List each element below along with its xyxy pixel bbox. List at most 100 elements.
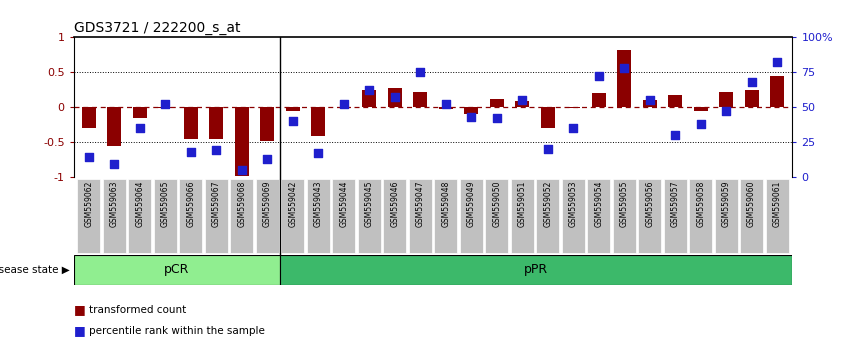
Point <box>210 148 223 153</box>
FancyBboxPatch shape <box>280 255 792 285</box>
Text: GSM559056: GSM559056 <box>645 181 654 227</box>
Text: GSM559049: GSM559049 <box>467 181 475 227</box>
FancyBboxPatch shape <box>128 178 152 253</box>
Text: GSM559065: GSM559065 <box>161 181 170 227</box>
Bar <box>540 107 555 128</box>
Bar <box>413 92 427 107</box>
FancyBboxPatch shape <box>358 178 381 253</box>
Bar <box>82 107 96 128</box>
FancyBboxPatch shape <box>689 178 712 253</box>
FancyBboxPatch shape <box>179 178 203 253</box>
Point <box>158 102 172 107</box>
Point <box>566 125 580 131</box>
Text: pCR: pCR <box>165 263 190 276</box>
Text: GSM559068: GSM559068 <box>237 181 246 227</box>
Bar <box>132 107 147 118</box>
Point <box>490 115 504 121</box>
Bar <box>745 90 759 107</box>
Point <box>337 102 351 107</box>
Point <box>694 121 708 127</box>
Point <box>745 79 759 85</box>
Text: GSM559046: GSM559046 <box>391 181 399 227</box>
Text: GSM559069: GSM559069 <box>262 181 272 227</box>
Point <box>413 69 427 75</box>
Bar <box>388 88 402 107</box>
FancyBboxPatch shape <box>74 255 280 285</box>
Text: GSM559060: GSM559060 <box>747 181 756 227</box>
Bar <box>439 107 453 109</box>
Bar <box>235 107 249 176</box>
Bar <box>617 50 631 107</box>
Point <box>261 156 275 162</box>
FancyBboxPatch shape <box>766 178 789 253</box>
Text: transformed count: transformed count <box>89 305 186 315</box>
Bar <box>184 107 197 138</box>
FancyBboxPatch shape <box>255 178 279 253</box>
Point <box>133 125 147 131</box>
Point <box>591 74 605 79</box>
Point <box>540 146 554 152</box>
Text: GSM559067: GSM559067 <box>212 181 221 227</box>
Point <box>235 167 249 173</box>
FancyBboxPatch shape <box>103 178 126 253</box>
Bar <box>566 107 580 108</box>
Point <box>82 155 96 160</box>
FancyBboxPatch shape <box>384 178 406 253</box>
Bar <box>107 107 121 145</box>
FancyBboxPatch shape <box>485 178 508 253</box>
FancyBboxPatch shape <box>333 178 355 253</box>
FancyBboxPatch shape <box>612 178 636 253</box>
Text: GSM559044: GSM559044 <box>339 181 348 227</box>
Text: disease state ▶: disease state ▶ <box>0 265 69 275</box>
Bar <box>210 107 223 138</box>
Bar <box>669 95 682 107</box>
Text: GSM559047: GSM559047 <box>416 181 424 227</box>
FancyBboxPatch shape <box>409 178 432 253</box>
Text: percentile rank within the sample: percentile rank within the sample <box>89 326 265 336</box>
Point <box>184 149 197 155</box>
Bar <box>515 102 529 107</box>
FancyBboxPatch shape <box>536 178 559 253</box>
FancyBboxPatch shape <box>230 178 253 253</box>
Point <box>669 132 682 138</box>
Text: GSM559063: GSM559063 <box>110 181 119 227</box>
Bar <box>464 107 478 114</box>
Bar <box>719 92 734 107</box>
Text: GSM559052: GSM559052 <box>543 181 553 227</box>
FancyBboxPatch shape <box>562 178 585 253</box>
Text: GDS3721 / 222200_s_at: GDS3721 / 222200_s_at <box>74 21 240 35</box>
Bar <box>362 90 377 107</box>
Point <box>719 108 733 114</box>
FancyBboxPatch shape <box>714 178 738 253</box>
Text: GSM559055: GSM559055 <box>620 181 629 227</box>
Text: GSM559045: GSM559045 <box>365 181 374 227</box>
FancyBboxPatch shape <box>281 178 304 253</box>
Bar <box>489 99 504 107</box>
Text: GSM559051: GSM559051 <box>518 181 527 227</box>
Text: GSM559061: GSM559061 <box>772 181 782 227</box>
Bar <box>770 76 784 107</box>
FancyBboxPatch shape <box>511 178 533 253</box>
Text: GSM559059: GSM559059 <box>721 181 731 227</box>
Text: ■: ■ <box>74 325 86 337</box>
Text: ■: ■ <box>74 303 86 316</box>
FancyBboxPatch shape <box>740 178 763 253</box>
Point <box>107 161 121 167</box>
Point <box>464 114 478 120</box>
Point <box>439 102 453 107</box>
FancyBboxPatch shape <box>77 178 100 253</box>
Bar <box>591 93 605 107</box>
FancyBboxPatch shape <box>460 178 482 253</box>
FancyBboxPatch shape <box>638 178 661 253</box>
Point <box>617 65 631 71</box>
Point <box>388 95 402 100</box>
Bar <box>337 107 351 108</box>
Text: GSM559062: GSM559062 <box>84 181 94 227</box>
Point <box>643 97 656 103</box>
Text: pPR: pPR <box>524 263 548 276</box>
Text: GSM559050: GSM559050 <box>492 181 501 227</box>
Bar <box>311 107 326 136</box>
Point <box>312 150 326 156</box>
FancyBboxPatch shape <box>205 178 228 253</box>
Point <box>286 118 300 124</box>
